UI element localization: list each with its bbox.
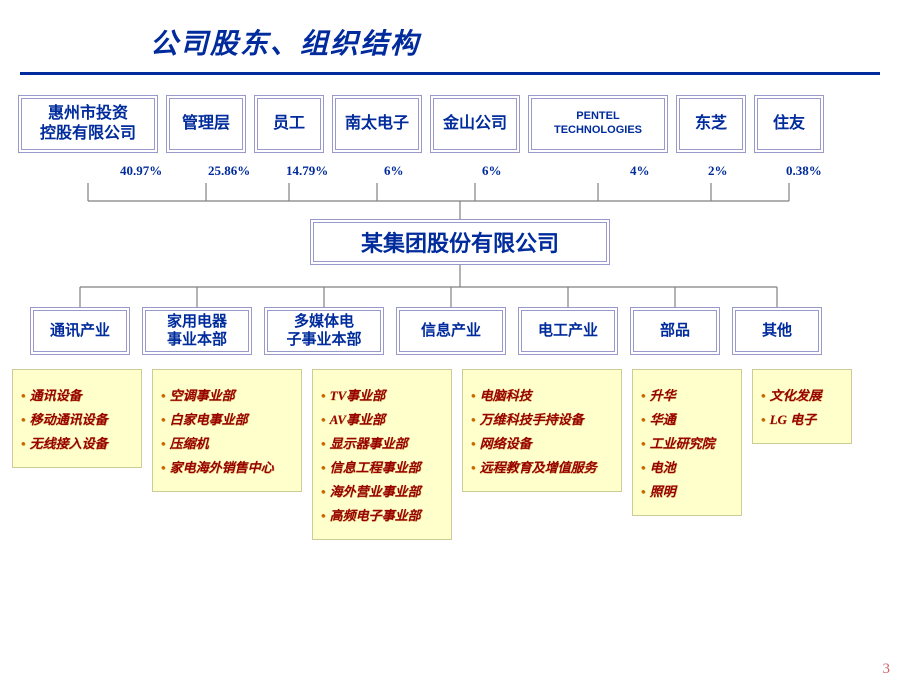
shareholder-pct: 4% — [630, 163, 650, 179]
bullet-icon: • — [321, 484, 326, 499]
bullet-icon: • — [471, 388, 476, 403]
shareholder-pct: 6% — [482, 163, 502, 179]
bullet-icon: • — [761, 412, 766, 427]
shareholder-pct: 0.38% — [786, 163, 822, 179]
title-section: 公司股东、组织结构 — [0, 0, 920, 68]
bullet-icon: • — [641, 388, 646, 403]
bullet-icon: • — [21, 388, 26, 403]
detail-item: •电池 — [641, 457, 733, 476]
detail-box: •文化发展 •LG 电子 — [752, 369, 852, 444]
detail-item: •通讯设备 — [21, 385, 133, 404]
detail-box: •电脑科技 •万维科技手持设备 •网络设备 •远程教育及增值服务 — [462, 369, 622, 492]
division-box: 家用电器事业本部 — [142, 307, 252, 355]
bullet-icon: • — [321, 508, 326, 523]
divisions-row: 通讯产业家用电器事业本部多媒体电子事业本部信息产业电工产业部品其他 — [0, 307, 920, 355]
shareholder-pct: 40.97% — [120, 163, 162, 179]
shareholders-row: 惠州市投资控股有限公司管理层员工南太电子金山公司PENTELTECHNOLOGI… — [0, 75, 920, 153]
shareholder-box: 南太电子 — [332, 95, 422, 153]
bullet-icon: • — [321, 412, 326, 427]
detail-item: •远程教育及增值服务 — [471, 457, 613, 476]
bullet-icon: • — [641, 460, 646, 475]
slide-title: 公司股东、组织结构 — [150, 22, 920, 62]
detail-item: •TV事业部 — [321, 385, 443, 404]
division-box: 电工产业 — [518, 307, 618, 355]
detail-item: •万维科技手持设备 — [471, 409, 613, 428]
page-number: 3 — [883, 661, 891, 678]
bullet-icon: • — [641, 412, 646, 427]
detail-item: •电脑科技 — [471, 385, 613, 404]
detail-item: •空调事业部 — [161, 385, 293, 404]
division-box: 其他 — [732, 307, 822, 355]
detail-box: •TV事业部 •AV事业部 •显示器事业部 •信息工程事业部 •海外营业事业部 •高频电子… — [312, 369, 452, 540]
shareholder-box: 东芝 — [676, 95, 746, 153]
detail-item: •白家电事业部 — [161, 409, 293, 428]
detail-item: •无线接入设备 — [21, 433, 133, 452]
detail-item: •显示器事业部 — [321, 433, 443, 452]
shareholder-box: 惠州市投资控股有限公司 — [18, 95, 158, 153]
detail-item: •家电海外销售中心 — [161, 457, 293, 476]
detail-box: •通讯设备 •移动通讯设备 •无线接入设备 — [12, 369, 142, 468]
bullet-icon: • — [641, 436, 646, 451]
details-row: •通讯设备 •移动通讯设备 •无线接入设备 •空调事业部 •白家电事业部 •压缩机 •家电海… — [0, 355, 920, 540]
detail-item: •海外营业事业部 — [321, 481, 443, 500]
detail-item: •AV事业部 — [321, 409, 443, 428]
shareholder-pct: 14.79% — [286, 163, 328, 179]
bullet-icon: • — [471, 460, 476, 475]
bullet-icon: • — [471, 412, 476, 427]
detail-item: •文化发展 — [761, 385, 843, 404]
bullet-icon: • — [321, 460, 326, 475]
detail-item: •压缩机 — [161, 433, 293, 452]
detail-item: •移动通讯设备 — [21, 409, 133, 428]
division-box: 通讯产业 — [30, 307, 130, 355]
bullet-icon: • — [161, 436, 166, 451]
detail-item: •华通 — [641, 409, 733, 428]
connector-lines-top — [0, 183, 920, 219]
detail-box: •空调事业部 •白家电事业部 •压缩机 •家电海外销售中心 — [152, 369, 302, 492]
division-box: 部品 — [630, 307, 720, 355]
detail-item: •照明 — [641, 481, 733, 500]
shareholder-box: 金山公司 — [430, 95, 520, 153]
detail-item: •工业研究院 — [641, 433, 733, 452]
bullet-icon: • — [161, 388, 166, 403]
shareholder-pct: 6% — [384, 163, 404, 179]
shareholder-pct: 2% — [708, 163, 728, 179]
shareholder-box: PENTELTECHNOLOGIES — [528, 95, 668, 153]
percentages-row: 40.97% 25.86% 14.79% 6% 6% 4% 2% 0.38% — [18, 153, 902, 183]
bullet-icon: • — [471, 436, 476, 451]
division-box: 多媒体电子事业本部 — [264, 307, 384, 355]
bullet-icon: • — [161, 460, 166, 475]
bullet-icon: • — [321, 388, 326, 403]
detail-item: •LG 电子 — [761, 409, 843, 428]
shareholder-box: 住友 — [754, 95, 824, 153]
division-box: 信息产业 — [396, 307, 506, 355]
bullet-icon: • — [641, 484, 646, 499]
center-company-box: 某集团股份有限公司 — [310, 219, 610, 265]
shareholder-pct: 25.86% — [208, 163, 250, 179]
shareholder-box: 管理层 — [166, 95, 246, 153]
bullet-icon: • — [161, 412, 166, 427]
detail-item: •网络设备 — [471, 433, 613, 452]
detail-box: •升华 •华通 •工业研究院 •电池 •照明 — [632, 369, 742, 516]
detail-item: •高频电子事业部 — [321, 505, 443, 524]
bullet-icon: • — [321, 436, 326, 451]
bullet-icon: • — [21, 436, 26, 451]
shareholder-box: 员工 — [254, 95, 324, 153]
detail-item: •信息工程事业部 — [321, 457, 443, 476]
connector-lines-bottom — [0, 265, 920, 307]
bullet-icon: • — [761, 388, 766, 403]
detail-item: •升华 — [641, 385, 733, 404]
bullet-icon: • — [21, 412, 26, 427]
